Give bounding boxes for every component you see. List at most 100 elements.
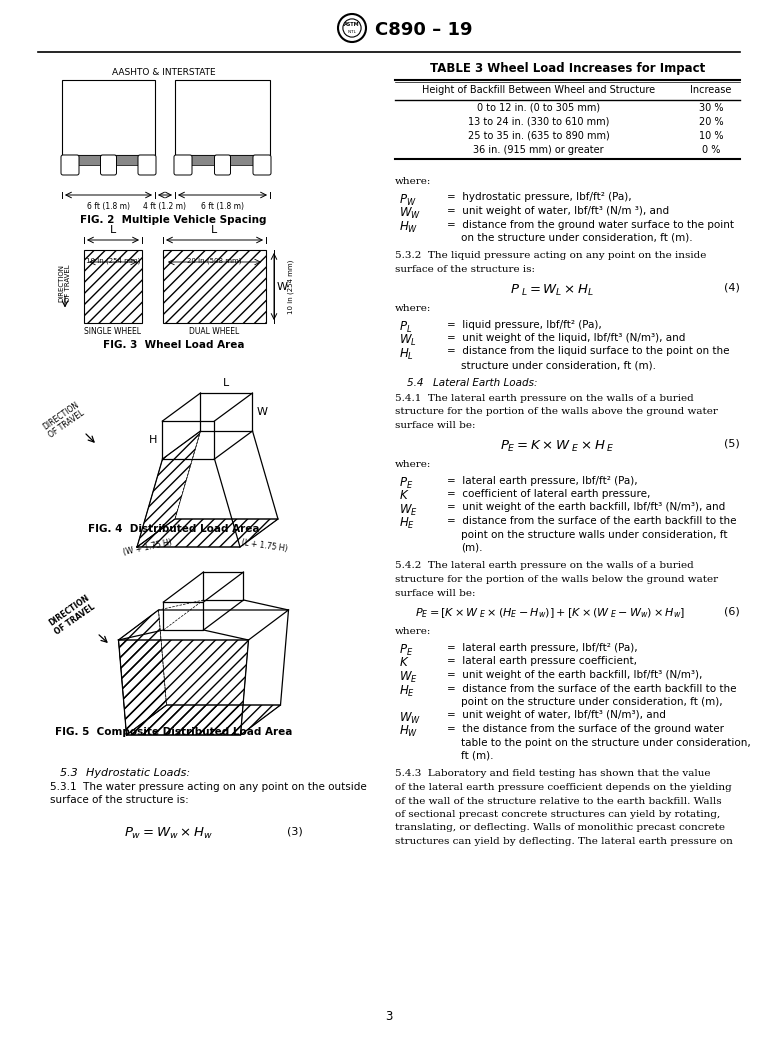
Text: DUAL WHEEL: DUAL WHEEL — [189, 327, 240, 336]
Text: W: W — [257, 407, 268, 417]
Text: (m).: (m). — [461, 543, 482, 553]
Text: DIRECTION
OF TRAVEL: DIRECTION OF TRAVEL — [41, 400, 87, 440]
Text: point on the structure walls under consideration, ft: point on the structure walls under consi… — [461, 530, 727, 539]
Text: =  distance from the surface of the earth backfill to the: = distance from the surface of the earth… — [447, 516, 737, 526]
Text: SINGLE WHEEL: SINGLE WHEEL — [85, 327, 142, 336]
Text: $P_W$: $P_W$ — [399, 193, 416, 207]
Text: structure for the portion of the walls above the ground water: structure for the portion of the walls a… — [395, 407, 718, 416]
Text: Height of Backfill Between Wheel and Structure: Height of Backfill Between Wheel and Str… — [422, 85, 655, 95]
Text: $H_E$: $H_E$ — [399, 516, 415, 531]
Text: FIG. 2  Multiple Vehicle Spacing: FIG. 2 Multiple Vehicle Spacing — [80, 215, 267, 225]
Text: (4): (4) — [724, 282, 740, 293]
Text: table to the point on the structure under consideration,: table to the point on the structure unde… — [461, 737, 751, 747]
FancyBboxPatch shape — [174, 155, 192, 175]
Text: 30 %: 30 % — [699, 103, 724, 113]
Text: $H_L$: $H_L$ — [399, 347, 414, 361]
Text: =  unit weight of water, lbf/ft³ (N/m³), and: = unit weight of water, lbf/ft³ (N/m³), … — [447, 711, 666, 720]
Text: =  the distance from the surface of the ground water: = the distance from the surface of the g… — [447, 723, 724, 734]
Text: =  coefficient of lateral earth pressure,: = coefficient of lateral earth pressure, — [447, 489, 650, 499]
Text: $W_W$: $W_W$ — [399, 206, 421, 221]
Text: =  unit weight of the earth backfill, lbf/ft³ (N/m³), and: = unit weight of the earth backfill, lbf… — [447, 503, 725, 512]
Text: (L + 1.75 H): (L + 1.75 H) — [240, 538, 288, 554]
Text: =  liquid pressure, lbf/ft² (Pa),: = liquid pressure, lbf/ft² (Pa), — [447, 320, 601, 330]
Text: on the structure under consideration, ft (m).: on the structure under consideration, ft… — [461, 233, 692, 243]
Bar — [179, 155, 266, 166]
Text: surface will be:: surface will be: — [395, 588, 475, 598]
FancyBboxPatch shape — [138, 155, 156, 175]
FancyBboxPatch shape — [253, 155, 271, 175]
Text: $P_{\ L} = W_L \times H_L$: $P_{\ L} = W_L \times H_L$ — [510, 282, 594, 298]
Text: $P_E = K \times W_{\ E} \times H_{\ E}$: $P_E = K \times W_{\ E} \times H_{\ E}$ — [500, 438, 615, 454]
Text: TABLE 3 Wheel Load Increases for Impact: TABLE 3 Wheel Load Increases for Impact — [430, 62, 705, 75]
Text: =  distance from the ground water surface to the point: = distance from the ground water surface… — [447, 220, 734, 229]
Text: $W_W$: $W_W$ — [399, 711, 421, 726]
Text: $K$: $K$ — [399, 489, 409, 502]
Text: C890 – 19: C890 – 19 — [375, 21, 472, 39]
Text: $W_E$: $W_E$ — [399, 503, 418, 517]
Bar — [175, 80, 270, 155]
Text: $P_L$: $P_L$ — [399, 320, 412, 334]
Text: L: L — [110, 225, 116, 235]
Text: translating, or deflecting. Walls of monolithic precast concrete: translating, or deflecting. Walls of mon… — [395, 823, 725, 833]
Text: =  unit weight of the earth backfill, lbf/ft³ (N/m³),: = unit weight of the earth backfill, lbf… — [447, 670, 703, 680]
Text: of the lateral earth pressure coefficient depends on the yielding: of the lateral earth pressure coefficien… — [395, 783, 732, 792]
Text: 0 to 12 in. (0 to 305 mm): 0 to 12 in. (0 to 305 mm) — [477, 103, 600, 113]
Text: of sectional precast concrete structures can yield by rotating,: of sectional precast concrete structures… — [395, 810, 720, 819]
FancyBboxPatch shape — [61, 155, 79, 175]
Text: 6 ft (1.8 m): 6 ft (1.8 m) — [87, 202, 130, 211]
Text: point on the structure under consideration, ft (m),: point on the structure under considerati… — [461, 697, 723, 707]
Text: $W_E$: $W_E$ — [399, 670, 418, 685]
Text: $P_E = [K \times W_{\ E} \times (H_E - H_w)] + [K \times (W_{\ E} - W_w) \times : $P_E = [K \times W_{\ E} \times (H_E - H… — [415, 606, 685, 619]
Text: =  lateral earth pressure coefficient,: = lateral earth pressure coefficient, — [447, 657, 637, 666]
Text: ASTM: ASTM — [344, 22, 359, 26]
Text: 5.4.1  The lateral earth pressure on the walls of a buried: 5.4.1 The lateral earth pressure on the … — [395, 393, 694, 403]
Bar — [62, 80, 155, 155]
Text: =  unit weight of the liquid, lbf/ft³ (N/m³), and: = unit weight of the liquid, lbf/ft³ (N/… — [447, 333, 685, 342]
Text: $H_W$: $H_W$ — [399, 220, 419, 234]
Bar — [66, 155, 151, 166]
Text: 0 %: 0 % — [702, 145, 720, 155]
Text: =  lateral earth pressure, lbf/ft² (Pa),: = lateral earth pressure, lbf/ft² (Pa), — [447, 643, 638, 653]
Text: $P_w = W_w \times H_w$: $P_w = W_w \times H_w$ — [124, 826, 213, 841]
Bar — [163, 250, 266, 323]
Text: 5.4.2  The lateral earth pressure on the walls of a buried: 5.4.2 The lateral earth pressure on the … — [395, 561, 694, 570]
Text: where:: where: — [395, 177, 431, 186]
Text: $H_W$: $H_W$ — [399, 723, 419, 739]
Text: FIG. 5  Composite Distributed Load Area: FIG. 5 Composite Distributed Load Area — [54, 727, 293, 737]
Text: of the wall of the structure relative to the earth backfill. Walls: of the wall of the structure relative to… — [395, 796, 722, 806]
Text: $W_L$: $W_L$ — [399, 333, 417, 348]
Text: L: L — [212, 225, 218, 235]
Text: 20 in (508 mm): 20 in (508 mm) — [187, 258, 242, 264]
Text: 5.4: 5.4 — [407, 379, 430, 388]
Text: FIG. 4  Distributed Load Area: FIG. 4 Distributed Load Area — [88, 524, 259, 534]
Text: 5.3.2  The liquid pressure acting on any point on the inside: 5.3.2 The liquid pressure acting on any … — [395, 252, 706, 260]
Text: =  unit weight of water, lbf/ft³ (N/m ³), and: = unit weight of water, lbf/ft³ (N/m ³),… — [447, 206, 669, 215]
Text: 10 in (254 mm): 10 in (254 mm) — [288, 259, 295, 313]
Text: 4 ft (1.2 m): 4 ft (1.2 m) — [143, 202, 187, 211]
Text: ft (m).: ft (m). — [461, 751, 493, 761]
Text: $P_E$: $P_E$ — [399, 476, 413, 490]
Text: AASHTO & INTERSTATE: AASHTO & INTERSTATE — [112, 68, 216, 77]
Text: =  lateral earth pressure, lbf/ft² (Pa),: = lateral earth pressure, lbf/ft² (Pa), — [447, 476, 638, 485]
Text: 5.4.3  Laboratory and field testing has shown that the value: 5.4.3 Laboratory and field testing has s… — [395, 769, 710, 779]
Text: $H_E$: $H_E$ — [399, 684, 415, 699]
Bar — [84, 250, 142, 323]
Text: structure under consideration, ft (m).: structure under consideration, ft (m). — [461, 360, 656, 370]
Text: (6): (6) — [724, 606, 740, 616]
Text: 3: 3 — [385, 1010, 393, 1023]
Text: W: W — [277, 281, 288, 291]
Text: 25 to 35 in. (635 to 890 mm): 25 to 35 in. (635 to 890 mm) — [468, 131, 609, 141]
Text: =  hydrostatic pressure, lbf/ft² (Pa),: = hydrostatic pressure, lbf/ft² (Pa), — [447, 193, 632, 203]
Text: 5.3: 5.3 — [60, 768, 85, 778]
FancyBboxPatch shape — [215, 155, 230, 175]
Text: surface of the structure is:: surface of the structure is: — [395, 265, 535, 274]
Text: where:: where: — [395, 460, 431, 469]
Text: (3): (3) — [287, 826, 303, 836]
Text: (W + 1.75 H): (W + 1.75 H) — [123, 538, 173, 557]
Text: 13 to 24 in. (330 to 610 mm): 13 to 24 in. (330 to 610 mm) — [468, 117, 609, 127]
Text: $K$: $K$ — [399, 657, 409, 669]
Text: structure for the portion of the walls below the ground water: structure for the portion of the walls b… — [395, 575, 718, 584]
Text: surface will be:: surface will be: — [395, 421, 475, 430]
Text: 5.3.1  The water pressure acting on any point on the outside
surface of the stru: 5.3.1 The water pressure acting on any p… — [50, 782, 366, 805]
Text: 6 ft (1.8 m): 6 ft (1.8 m) — [201, 202, 244, 211]
